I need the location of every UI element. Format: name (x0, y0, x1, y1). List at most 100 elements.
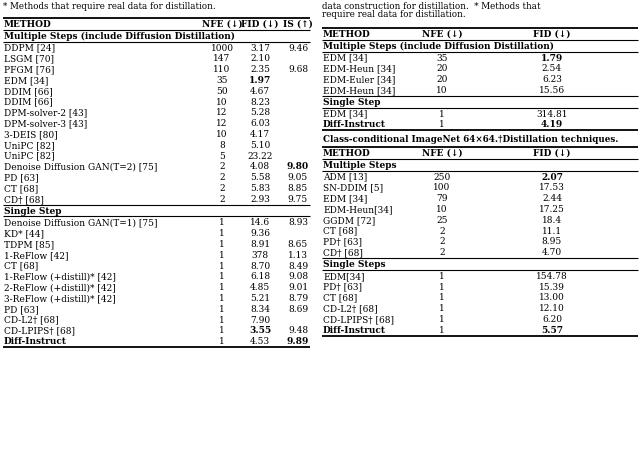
Text: 1: 1 (219, 337, 225, 346)
Text: 3-ReFlow (+distill)* [42]: 3-ReFlow (+distill)* [42] (4, 294, 116, 303)
Text: 8.91: 8.91 (250, 240, 270, 249)
Text: FID (↓): FID (↓) (241, 20, 279, 29)
Text: 6.18: 6.18 (250, 272, 270, 281)
Text: 9.08: 9.08 (288, 272, 308, 281)
Text: require real data for distillation.: require real data for distillation. (322, 10, 466, 19)
Text: CD-LPIPS† [68]: CD-LPIPS† [68] (4, 326, 75, 335)
Text: IS (↑): IS (↑) (283, 20, 313, 29)
Text: METHOD: METHOD (4, 20, 52, 29)
Text: 2: 2 (439, 248, 445, 257)
Text: 1: 1 (219, 316, 225, 325)
Text: 9.75: 9.75 (288, 195, 308, 204)
Text: 9.05: 9.05 (288, 173, 308, 182)
Text: CD-L2† [68]: CD-L2† [68] (4, 316, 59, 325)
Text: TDPM [85]: TDPM [85] (4, 240, 54, 249)
Text: 1: 1 (439, 120, 445, 129)
Text: 1: 1 (439, 272, 445, 281)
Text: 5: 5 (219, 152, 225, 160)
Text: 17.53: 17.53 (539, 183, 565, 193)
Text: 2.54: 2.54 (542, 64, 562, 73)
Text: Diff-Instruct: Diff-Instruct (323, 120, 386, 129)
Text: 1: 1 (219, 219, 225, 227)
Text: 20: 20 (436, 75, 448, 84)
Text: Denoise Diffusion GAN(T=2) [75]: Denoise Diffusion GAN(T=2) [75] (4, 162, 157, 172)
Text: EDM-Heun [34]: EDM-Heun [34] (323, 86, 396, 95)
Text: SN-DDIM [5]: SN-DDIM [5] (323, 183, 383, 193)
Text: Diff-Instruct: Diff-Instruct (4, 337, 67, 346)
Text: Single Steps: Single Steps (323, 260, 385, 269)
Text: METHOD: METHOD (323, 30, 371, 39)
Text: 3.17: 3.17 (250, 44, 270, 53)
Text: EDM [34]: EDM [34] (4, 76, 49, 85)
Text: 5.10: 5.10 (250, 141, 270, 150)
Text: EDM [34]: EDM [34] (323, 53, 367, 63)
Text: 5.58: 5.58 (250, 173, 270, 182)
Text: 110: 110 (213, 65, 230, 74)
Text: 2.93: 2.93 (250, 195, 270, 204)
Text: 4.17: 4.17 (250, 130, 270, 139)
Text: 35: 35 (436, 53, 448, 63)
Text: 7.90: 7.90 (250, 316, 270, 325)
Text: 1.97: 1.97 (249, 76, 271, 85)
Text: 100: 100 (433, 183, 451, 193)
Text: 10: 10 (216, 130, 228, 139)
Text: 250: 250 (433, 173, 451, 182)
Text: PD [63]: PD [63] (4, 173, 38, 182)
Text: EDM-Heun[34]: EDM-Heun[34] (323, 205, 392, 214)
Text: 2.10: 2.10 (250, 54, 270, 63)
Text: 2: 2 (219, 195, 225, 204)
Text: 2: 2 (439, 226, 445, 236)
Text: 1: 1 (219, 294, 225, 303)
Text: 12: 12 (216, 119, 228, 128)
Text: DDIM [66]: DDIM [66] (4, 87, 52, 96)
Text: ADM [13]: ADM [13] (323, 173, 367, 182)
Text: 5.28: 5.28 (250, 108, 270, 117)
Text: 5.83: 5.83 (250, 184, 270, 193)
Text: FID (↓): FID (↓) (533, 149, 571, 158)
Text: PD† [63]: PD† [63] (323, 238, 362, 246)
Text: 1: 1 (439, 315, 445, 324)
Text: 13.00: 13.00 (539, 293, 565, 302)
Text: 1: 1 (219, 229, 225, 238)
Text: 1: 1 (219, 251, 225, 260)
Text: 1: 1 (439, 326, 445, 335)
Text: 1: 1 (439, 293, 445, 302)
Text: DDIM [66]: DDIM [66] (4, 98, 52, 106)
Text: 8: 8 (219, 141, 225, 150)
Text: 2: 2 (219, 184, 225, 193)
Text: 6.03: 6.03 (250, 119, 270, 128)
Text: 12.10: 12.10 (539, 304, 565, 313)
Text: 4.53: 4.53 (250, 337, 270, 346)
Text: Multiple Steps (include Diffusion Distillation): Multiple Steps (include Diffusion Distil… (323, 42, 554, 51)
Text: DDPM [24]: DDPM [24] (4, 44, 55, 53)
Text: 15.56: 15.56 (539, 86, 565, 95)
Text: 9.36: 9.36 (250, 229, 270, 238)
Text: 2: 2 (219, 162, 225, 172)
Text: 8.49: 8.49 (288, 262, 308, 271)
Text: UniPC [82]: UniPC [82] (4, 141, 54, 150)
Text: 50: 50 (216, 87, 228, 96)
Text: 3.55: 3.55 (249, 326, 271, 335)
Text: FID (↓): FID (↓) (533, 30, 571, 39)
Text: 10: 10 (436, 205, 448, 214)
Text: CD† [68]: CD† [68] (4, 195, 44, 204)
Text: 147: 147 (213, 54, 230, 63)
Text: 1: 1 (219, 326, 225, 335)
Text: 2.35: 2.35 (250, 65, 270, 74)
Text: PFGM [76]: PFGM [76] (4, 65, 54, 74)
Text: 1: 1 (439, 283, 445, 292)
Text: 5.57: 5.57 (541, 326, 563, 335)
Text: 1000: 1000 (211, 44, 234, 53)
Text: Single Step: Single Step (4, 206, 61, 216)
Text: 378: 378 (252, 251, 269, 260)
Text: 9.68: 9.68 (288, 65, 308, 74)
Text: 8.23: 8.23 (250, 98, 270, 106)
Text: CD-LPIPS† [68]: CD-LPIPS† [68] (323, 315, 394, 324)
Text: 1: 1 (219, 283, 225, 292)
Text: 4.70: 4.70 (542, 248, 562, 257)
Text: EDM [34]: EDM [34] (323, 110, 367, 119)
Text: Diff-Instruct: Diff-Instruct (323, 326, 386, 335)
Text: 4.19: 4.19 (541, 120, 563, 129)
Text: 79: 79 (436, 194, 448, 203)
Text: data construction for distillation.  * Methods that: data construction for distillation. * Me… (322, 2, 541, 11)
